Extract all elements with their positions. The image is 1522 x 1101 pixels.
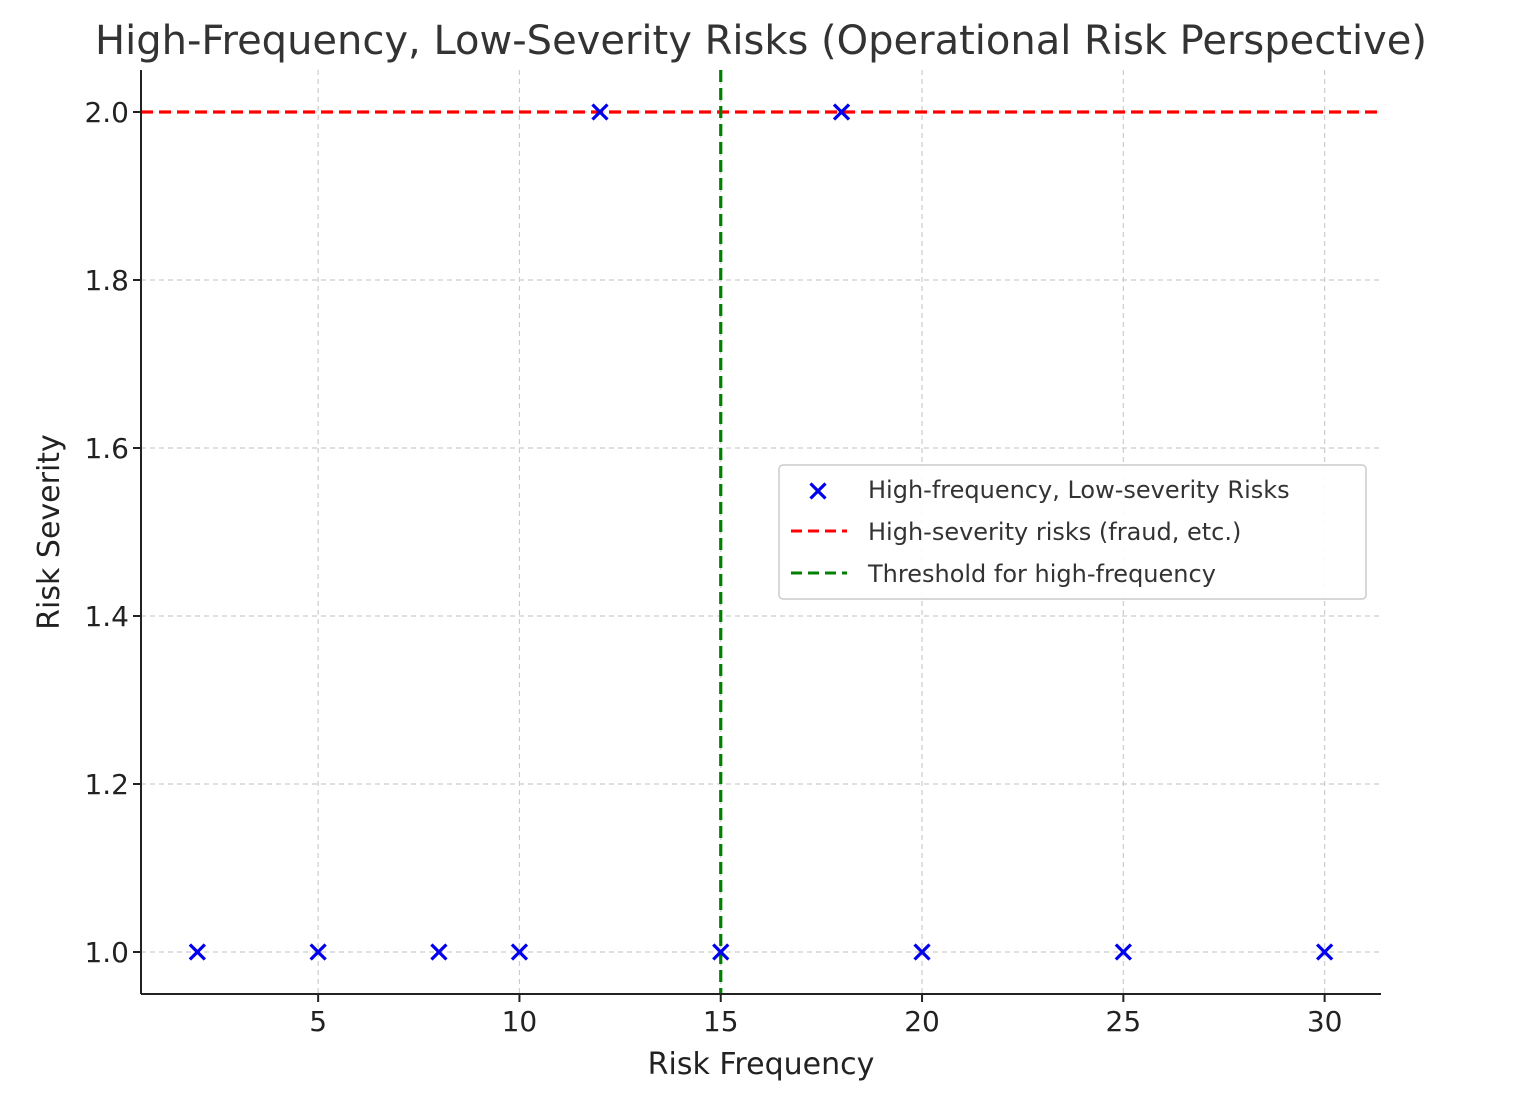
y-tick-label: 1.4 <box>84 600 129 633</box>
y-ticks: 1.0 1.2 1.4 1.6 1.8 2.0 <box>84 96 141 969</box>
y-tick-label: 1.8 <box>84 264 129 297</box>
marker-stroke <box>1316 943 1334 961</box>
data-point <box>188 943 206 961</box>
y-tick-label: 1.0 <box>84 936 129 969</box>
x-tick-label: 25 <box>1106 1005 1142 1038</box>
data-point <box>309 943 327 961</box>
legend-marker <box>809 482 827 500</box>
marker-stroke <box>1114 943 1132 961</box>
legend-label-severity: High-severity risks (fraud, etc.) <box>868 518 1241 546</box>
marker-stroke <box>591 103 609 121</box>
x-tick-label: 10 <box>502 1005 538 1038</box>
legend-box <box>778 464 1367 600</box>
y-axis-label: Risk Severity <box>32 434 67 630</box>
data-point <box>712 943 730 961</box>
marker-stroke <box>309 943 327 961</box>
marker-stroke <box>913 943 931 961</box>
x-axis-label: Risk Frequency <box>648 1047 875 1082</box>
reference-lines <box>141 70 1381 994</box>
legend-label-threshold: Threshold for high-frequency <box>867 560 1216 588</box>
data-point <box>1316 943 1334 961</box>
y-tick-label: 1.6 <box>84 432 129 465</box>
marker-stroke <box>809 482 827 500</box>
data-point <box>832 103 851 121</box>
legend-x-marker <box>809 482 827 500</box>
marker-stroke <box>430 943 448 961</box>
legend-item-severity-line: High-severity risks (fraud, etc.) <box>791 518 1241 546</box>
data-point <box>913 943 931 961</box>
legend-label-scatter: High-frequency, Low-severity Risks <box>868 476 1290 504</box>
y-tick-label: 2.0 <box>84 96 129 129</box>
x-tick-label: 15 <box>703 1005 739 1038</box>
x-tick-label: 30 <box>1307 1005 1343 1038</box>
legend-item-scatter: High-frequency, Low-severity Risks <box>809 476 1290 504</box>
legend-item-threshold-line: Threshold for high-frequency <box>791 560 1216 588</box>
data-point <box>430 943 448 961</box>
chart-title: High-Frequency, Low-Severity Risks (Oper… <box>95 18 1427 64</box>
data-point <box>1114 943 1132 961</box>
legend: High-frequency, Low-severity Risks High-… <box>778 464 1367 600</box>
marker-stroke <box>832 103 851 121</box>
marker-stroke <box>712 943 730 961</box>
x-tick-label: 5 <box>309 1005 327 1038</box>
x-ticks: 5 10 15 20 25 30 <box>309 994 1342 1038</box>
y-tick-label: 1.2 <box>84 768 129 801</box>
x-tick-label: 20 <box>904 1005 940 1038</box>
data-point <box>591 103 609 121</box>
data-points <box>188 103 1334 961</box>
data-point <box>510 943 529 961</box>
marker-stroke <box>188 943 206 961</box>
marker-stroke <box>510 943 529 961</box>
axes <box>140 70 1381 995</box>
